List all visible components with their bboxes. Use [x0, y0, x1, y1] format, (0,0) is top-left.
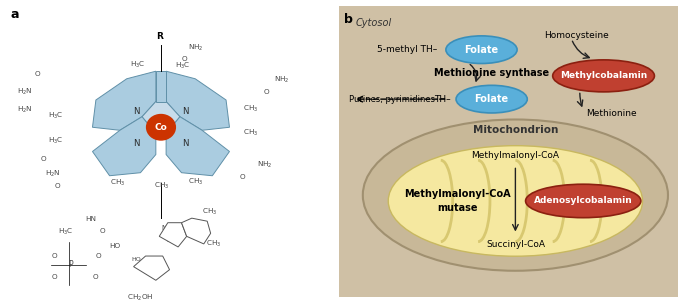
- Ellipse shape: [363, 119, 668, 271]
- Text: N: N: [162, 225, 167, 231]
- Text: N: N: [182, 138, 189, 148]
- Text: O: O: [51, 252, 57, 258]
- Polygon shape: [159, 223, 186, 247]
- Text: NH$_2$: NH$_2$: [257, 160, 272, 170]
- Text: CH$_3$: CH$_3$: [188, 176, 203, 187]
- Polygon shape: [142, 102, 179, 133]
- Text: N: N: [166, 237, 171, 243]
- Text: NH$_2$: NH$_2$: [188, 43, 203, 53]
- Text: Co: Co: [155, 123, 167, 132]
- Text: R: R: [155, 32, 163, 41]
- Polygon shape: [92, 71, 156, 130]
- Text: O: O: [41, 155, 47, 161]
- Text: H$_3$C: H$_3$C: [130, 60, 146, 70]
- Text: a: a: [10, 8, 18, 21]
- Text: N: N: [133, 107, 140, 116]
- Text: CH$_3$: CH$_3$: [154, 181, 169, 191]
- Text: CH$_2$OH: CH$_2$OH: [127, 293, 153, 303]
- Text: Methionine synthase: Methionine synthase: [434, 68, 549, 78]
- Text: Methionine: Methionine: [586, 109, 637, 118]
- Text: Homocysteine: Homocysteine: [544, 31, 609, 40]
- Text: H$_2$N: H$_2$N: [17, 105, 33, 115]
- Text: O: O: [55, 183, 60, 189]
- Ellipse shape: [456, 85, 527, 113]
- Text: H$_2$N: H$_2$N: [17, 87, 33, 97]
- Polygon shape: [134, 256, 169, 280]
- Text: Succinyl-CoA: Succinyl-CoA: [486, 240, 545, 249]
- Text: b: b: [344, 13, 353, 26]
- FancyBboxPatch shape: [336, 3, 682, 300]
- Polygon shape: [182, 218, 211, 244]
- Text: CH$_3$: CH$_3$: [110, 178, 125, 188]
- Ellipse shape: [388, 146, 643, 256]
- Text: H$_3$C: H$_3$C: [58, 226, 74, 237]
- Polygon shape: [92, 117, 156, 176]
- Text: NH$_2$: NH$_2$: [274, 75, 289, 85]
- Text: CH$_3$: CH$_3$: [202, 207, 217, 217]
- Text: O: O: [182, 55, 187, 62]
- Text: Folate: Folate: [464, 45, 499, 55]
- Circle shape: [147, 115, 175, 140]
- Text: Methylmalonyl-CoA: Methylmalonyl-CoA: [471, 152, 560, 160]
- Text: Adenosylcobalamin: Adenosylcobalamin: [534, 196, 632, 205]
- Text: N: N: [133, 138, 140, 148]
- Text: O: O: [152, 259, 158, 265]
- Text: O: O: [240, 174, 245, 180]
- Text: HO: HO: [132, 257, 142, 261]
- Text: O: O: [51, 274, 57, 280]
- Text: CH$_3$: CH$_3$: [206, 238, 221, 249]
- Text: HO: HO: [110, 243, 121, 249]
- Text: P: P: [68, 260, 73, 269]
- Text: O: O: [96, 252, 101, 258]
- Text: CH$_3$: CH$_3$: [243, 104, 258, 114]
- Polygon shape: [156, 71, 166, 102]
- Text: Mitochondrion: Mitochondrion: [473, 125, 558, 135]
- Polygon shape: [166, 117, 229, 176]
- Text: H$_3$C: H$_3$C: [48, 111, 64, 122]
- Text: Methylcobalamin: Methylcobalamin: [560, 72, 647, 80]
- Text: O: O: [99, 228, 105, 234]
- Text: O: O: [34, 71, 40, 77]
- Ellipse shape: [525, 184, 641, 218]
- Text: TH–: TH–: [434, 95, 451, 104]
- Text: Methylmalonyl-CoA
mutase: Methylmalonyl-CoA mutase: [404, 189, 511, 212]
- Text: Purines, pyrimidines: Purines, pyrimidines: [349, 95, 435, 104]
- Text: N: N: [182, 107, 189, 116]
- Ellipse shape: [446, 36, 517, 64]
- Text: O: O: [264, 89, 269, 95]
- Ellipse shape: [553, 60, 654, 92]
- Text: H$_3$C: H$_3$C: [48, 135, 64, 146]
- Text: H$_2$N: H$_2$N: [45, 169, 60, 179]
- Text: HN: HN: [86, 216, 97, 222]
- Text: H$_3$C: H$_3$C: [175, 61, 190, 72]
- Text: Folate: Folate: [475, 94, 509, 104]
- Text: CH$_3$: CH$_3$: [243, 128, 258, 138]
- Text: Cytosol: Cytosol: [356, 18, 393, 28]
- Text: 5-methyl TH–: 5-methyl TH–: [377, 45, 438, 54]
- Polygon shape: [166, 71, 229, 130]
- Text: O: O: [92, 274, 98, 280]
